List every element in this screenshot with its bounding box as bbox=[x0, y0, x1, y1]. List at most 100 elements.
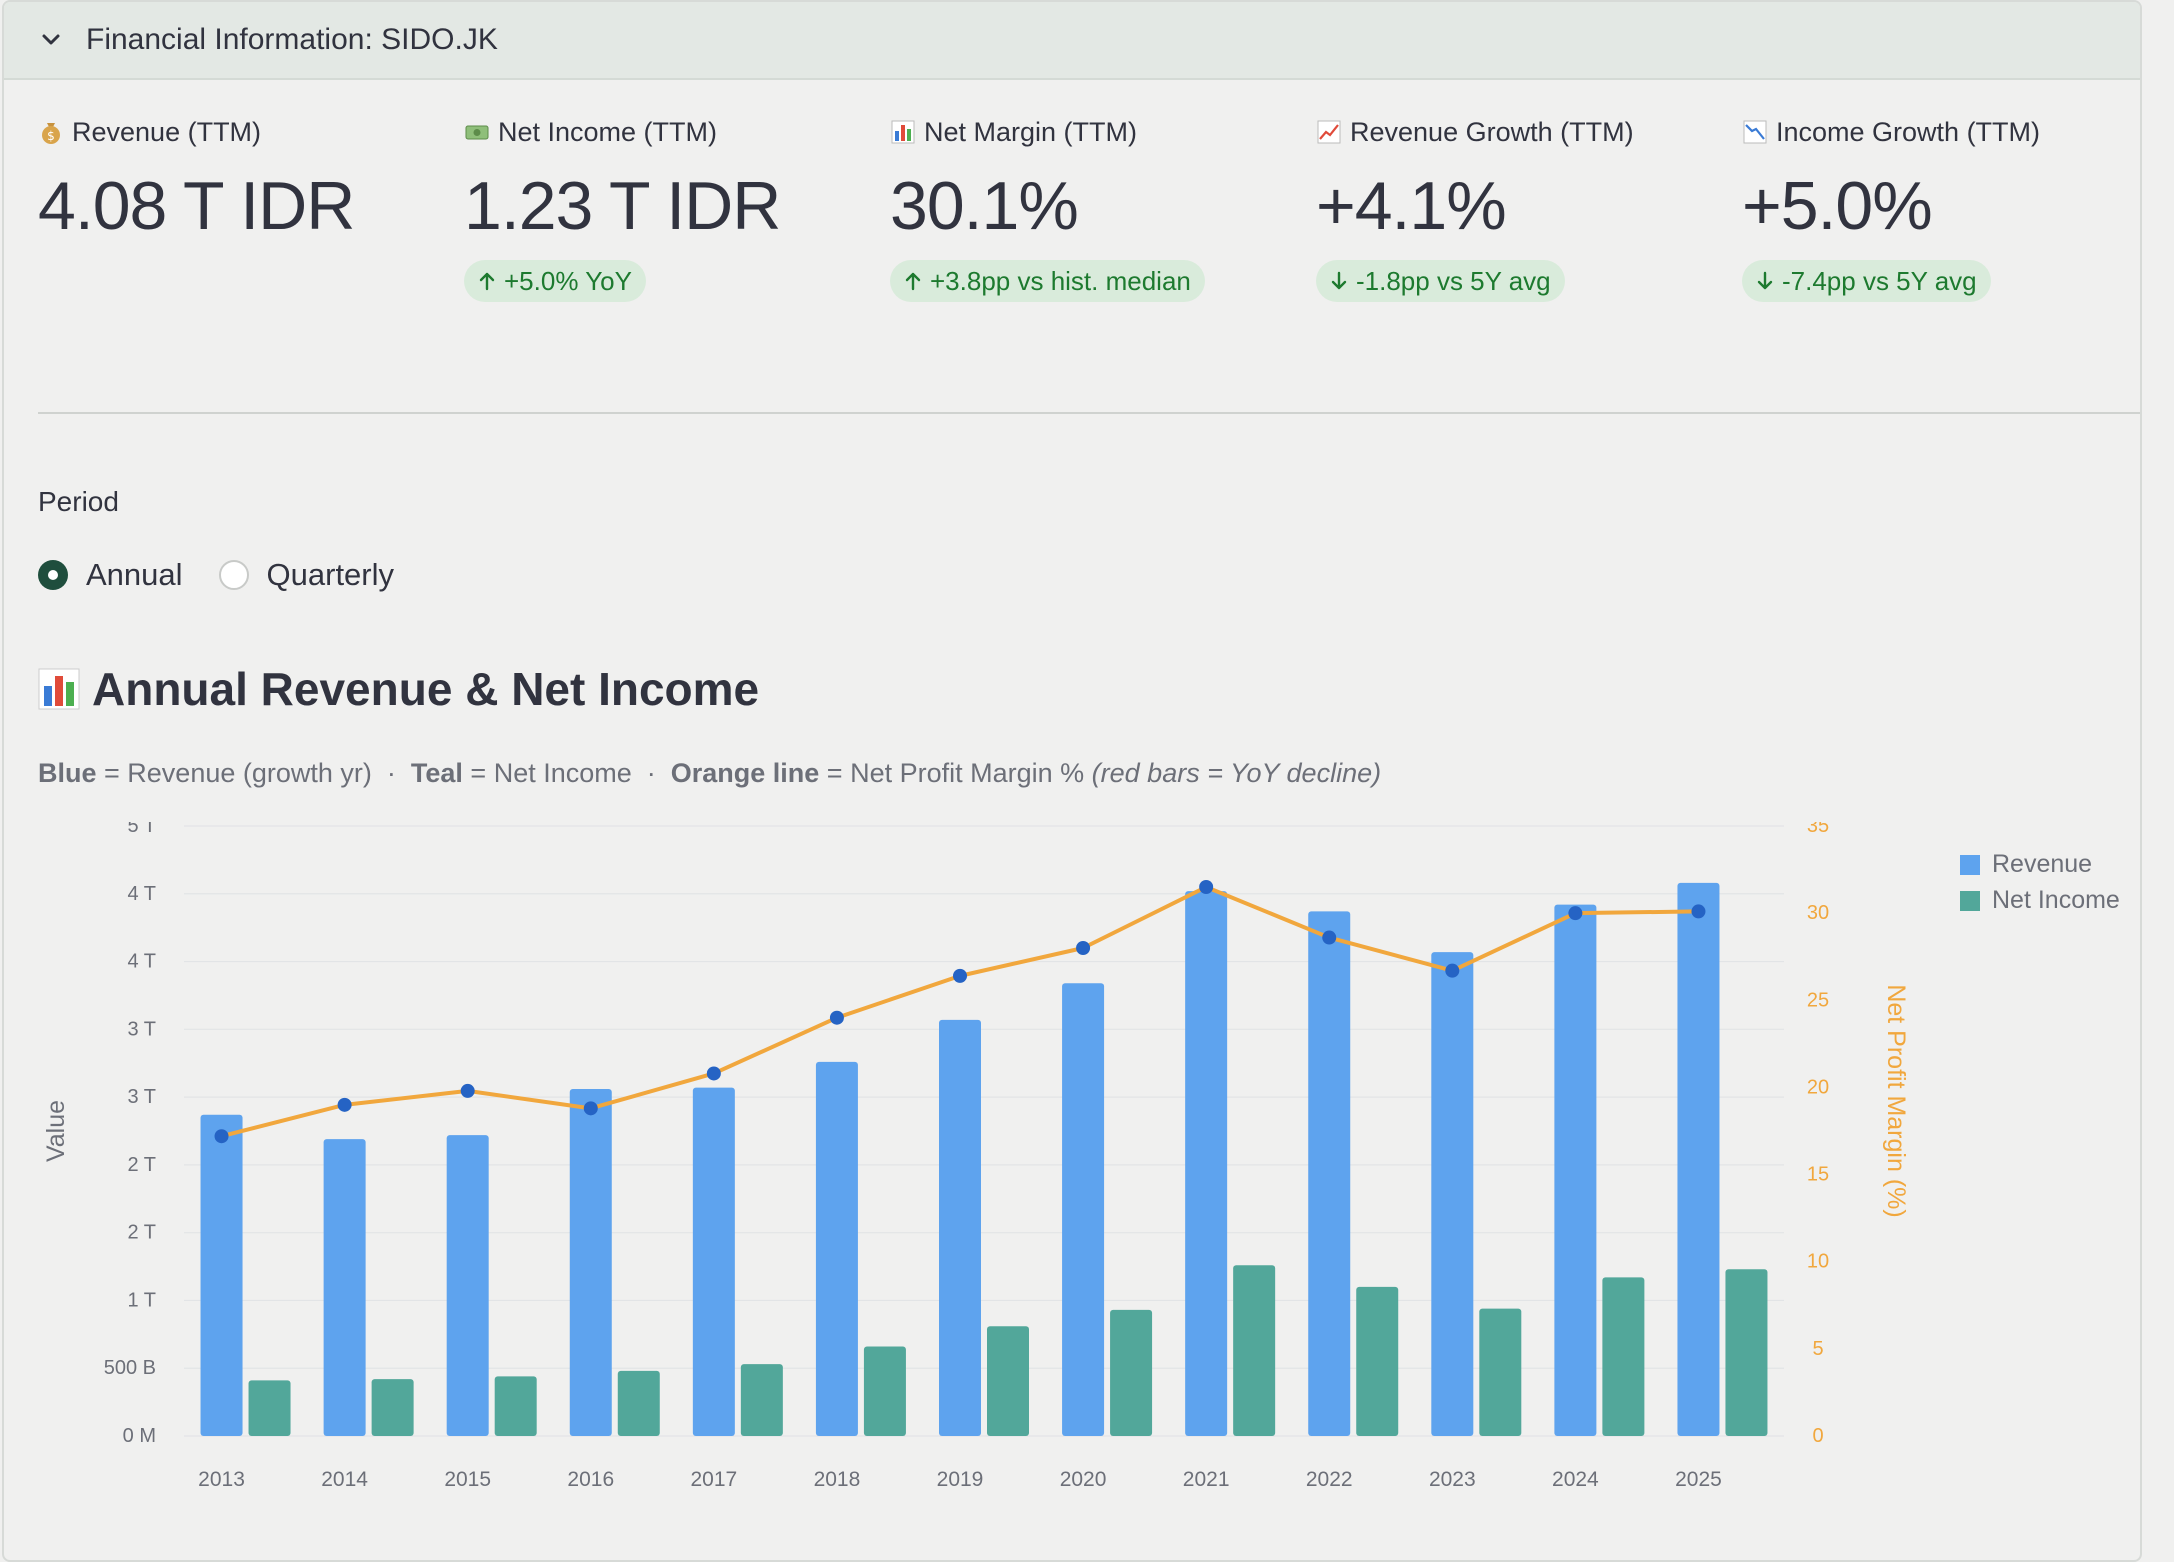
metric-label: Revenue (TTM) bbox=[72, 116, 262, 147]
x-tick-label: 2015 bbox=[444, 1468, 491, 1491]
y2-tick-label: 35 bbox=[1807, 822, 1829, 837]
net-income-bar bbox=[617, 1370, 660, 1436]
y-tick-label: 1 T bbox=[127, 1289, 156, 1311]
revenue-bar bbox=[815, 1061, 858, 1436]
metric-label: Revenue Growth (TTM) bbox=[1350, 116, 1634, 147]
revenue-bar bbox=[1431, 952, 1474, 1436]
radio-unselected-icon[interactable] bbox=[218, 560, 249, 590]
metric-label: Net Income (TTM) bbox=[498, 116, 718, 147]
delta-text: -7.4pp vs 5Y avg bbox=[1782, 265, 1977, 296]
period-label: Period bbox=[38, 486, 119, 517]
chart-decreasing-icon bbox=[1743, 120, 1767, 144]
x-tick-label: 2020 bbox=[1060, 1468, 1107, 1491]
net-income-bar bbox=[1479, 1308, 1522, 1436]
y-tick-label: 5 T bbox=[127, 822, 156, 837]
chart-title: Annual Revenue & Net Income bbox=[92, 663, 760, 715]
y-tick-label: 4 T bbox=[127, 883, 156, 905]
y2-tick-label: 20 bbox=[1807, 1076, 1829, 1098]
revenue-bar bbox=[692, 1087, 735, 1436]
x-tick-label: 2016 bbox=[567, 1468, 614, 1491]
legend-net-income-swatch bbox=[1960, 891, 1980, 911]
metric-income-growth: Income Growth (TTM) +5.0% -7.4pp vs 5Y a… bbox=[1742, 112, 2140, 302]
y-tick-label: 3 T bbox=[127, 1086, 156, 1108]
y-tick-label: 2 T bbox=[127, 1154, 156, 1176]
revenue-bar bbox=[1554, 904, 1597, 1436]
metric-revenue-growth: Revenue Growth (TTM) +4.1% -1.8pp vs 5Y … bbox=[1316, 112, 1716, 302]
metric-value: 1.23 T IDR bbox=[464, 168, 781, 244]
legend-net-income-label: Net Income bbox=[1992, 886, 2120, 914]
margin-point bbox=[583, 1101, 598, 1116]
y-tick-label: 500 B bbox=[104, 1357, 156, 1379]
y2-tick-label: 25 bbox=[1807, 989, 1829, 1011]
delta-badge: +5.0% YoY bbox=[464, 260, 646, 302]
x-tick-label: 2024 bbox=[1552, 1468, 1599, 1491]
margin-point bbox=[1322, 930, 1337, 945]
chart-increasing-icon bbox=[1317, 120, 1341, 144]
legend-revenue-label: Revenue bbox=[1992, 850, 2092, 878]
caption-teal: Teal bbox=[410, 758, 463, 788]
x-tick-label: 2017 bbox=[690, 1468, 737, 1491]
radio-annual[interactable]: Annual bbox=[38, 557, 183, 593]
legend-revenue-swatch bbox=[1960, 855, 1980, 875]
net-income-bar bbox=[248, 1380, 291, 1436]
arrow-up-icon bbox=[905, 272, 921, 291]
x-tick-label: 2023 bbox=[1429, 1468, 1476, 1491]
y2-tick-label: 15 bbox=[1807, 1164, 1829, 1186]
revenue-bar bbox=[1677, 882, 1720, 1436]
radio-label: Quarterly bbox=[266, 557, 395, 592]
metric-net-income: Net Income (TTM) 1.23 T IDR +5.0% YoY bbox=[464, 112, 864, 302]
x-tick-label: 2019 bbox=[937, 1468, 984, 1491]
revenue-bar bbox=[1185, 891, 1228, 1436]
metric-value: 30.1% bbox=[890, 168, 1079, 244]
metric-label: Net Margin (TTM) bbox=[924, 116, 1138, 147]
metric-value: +5.0% bbox=[1742, 168, 1933, 244]
margin-point bbox=[706, 1066, 721, 1081]
metric-value: +4.1% bbox=[1316, 168, 1507, 244]
radio-selected-icon[interactable] bbox=[38, 560, 68, 590]
x-tick-label: 2022 bbox=[1306, 1468, 1353, 1491]
net-income-bar bbox=[987, 1326, 1029, 1436]
expander-header[interactable]: Financial Information: SIDO.JK bbox=[4, 2, 2140, 80]
y2-tick-label: 30 bbox=[1807, 902, 1829, 924]
margin-point bbox=[337, 1097, 352, 1112]
margin-point bbox=[829, 1010, 844, 1025]
net-income-bar bbox=[1110, 1309, 1153, 1436]
y2-axis-title: Net Profit Margin (%) bbox=[1882, 984, 1910, 1217]
delta-badge: -7.4pp vs 5Y avg bbox=[1742, 260, 1991, 302]
svg-text:$: $ bbox=[47, 129, 55, 143]
metrics-row: $ Revenue (TTM) 4.08 T IDR Net Income (T… bbox=[38, 112, 2140, 322]
caption-orange: Orange line bbox=[670, 758, 820, 788]
net-income-bar bbox=[1233, 1265, 1276, 1436]
caption-blue: Blue bbox=[38, 758, 97, 788]
metric-label: Income Growth (TTM) bbox=[1776, 116, 2041, 147]
expander-title: Financial Information: SIDO.JK bbox=[86, 23, 498, 56]
net-income-bar bbox=[494, 1376, 537, 1436]
arrow-down-icon bbox=[1331, 271, 1347, 290]
net-income-bar bbox=[371, 1379, 414, 1436]
money-bag-icon: $ bbox=[42, 123, 60, 144]
revenue-bar bbox=[446, 1135, 489, 1436]
radio-quarterly[interactable]: Quarterly bbox=[218, 557, 395, 593]
x-tick-label: 2013 bbox=[198, 1468, 245, 1491]
arrow-up-icon bbox=[479, 272, 495, 291]
radio-label: Annual bbox=[86, 557, 183, 592]
metric-value: 4.08 T IDR bbox=[38, 168, 355, 244]
divider bbox=[38, 412, 2140, 414]
y2-tick-label: 10 bbox=[1807, 1251, 1829, 1273]
y-tick-label: 3 T bbox=[127, 1018, 156, 1040]
margin-point bbox=[1691, 904, 1706, 919]
net-income-bar bbox=[740, 1364, 783, 1436]
chevron-down-icon[interactable] bbox=[34, 23, 68, 57]
margin-point bbox=[1199, 880, 1214, 894]
delta-badge: +3.8pp vs hist. median bbox=[890, 260, 1205, 302]
net-income-bar bbox=[863, 1346, 906, 1436]
revenue-bar bbox=[200, 1114, 243, 1436]
revenue-bar bbox=[1062, 983, 1105, 1436]
x-tick-label: 2018 bbox=[814, 1468, 861, 1491]
metric-revenue: $ Revenue (TTM) 4.08 T IDR bbox=[38, 112, 438, 246]
net-income-bar bbox=[1356, 1286, 1399, 1436]
chart-caption: Blue = Revenue (growth yr) · Teal = Net … bbox=[38, 758, 1382, 788]
caption-note: (red bars = YoY decline) bbox=[1091, 758, 1382, 788]
margin-point bbox=[1445, 963, 1460, 978]
